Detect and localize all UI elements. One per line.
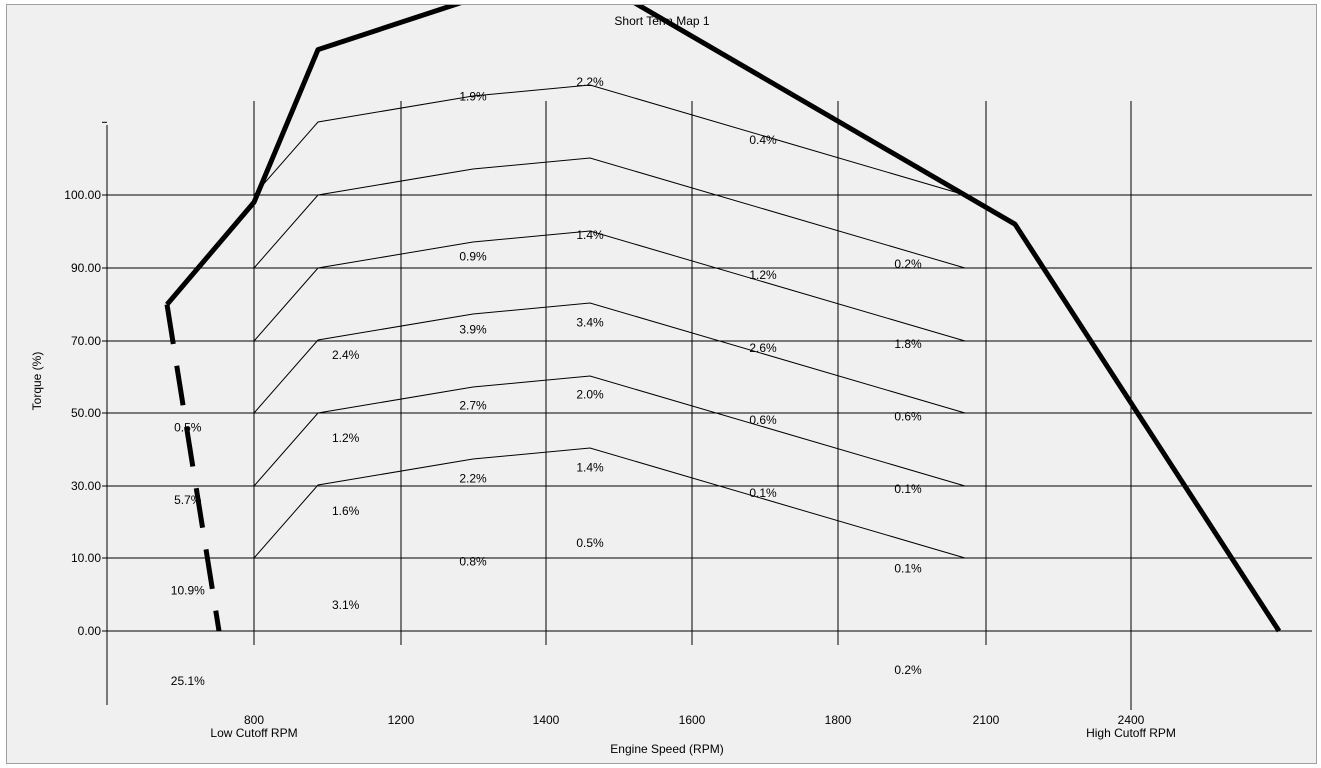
contour-lines xyxy=(253,84,966,559)
percentage-label: 2.4% xyxy=(332,348,360,362)
percentage-label: 0.1% xyxy=(894,562,922,576)
y-axis-label: Torque (%) xyxy=(30,352,44,411)
y-tick-label: 90.00 xyxy=(71,261,101,275)
x-tick-label: 1400 xyxy=(533,713,560,727)
contour-line xyxy=(253,302,966,414)
y-tick-label: 10.00 xyxy=(71,551,101,565)
x-tick-note: Low Cutoff RPM xyxy=(210,726,297,740)
percentage-label: 1.4% xyxy=(576,460,604,474)
percentage-label: 0.4% xyxy=(749,133,777,147)
percentage-label: 3.9% xyxy=(459,323,487,337)
percentage-label: 0.9% xyxy=(459,250,487,264)
percentage-label: 0.1% xyxy=(894,482,922,496)
axes: 0.00 10.00 30.00 50.00 70.00 90.00 100.00 800Lo… xyxy=(64,121,1312,740)
y-tick-label: 70.00 xyxy=(71,334,101,348)
y-tick-label: 30.00 xyxy=(71,479,101,493)
percentage-label: 1.9% xyxy=(459,89,487,103)
percentage-label: 0.2% xyxy=(894,663,922,677)
percentage-label: 1.8% xyxy=(894,337,922,351)
percentage-label: 0.6% xyxy=(749,413,777,427)
x-tick-label: 1800 xyxy=(825,713,852,727)
percentage-label: 1.2% xyxy=(749,268,777,282)
x-tick-label: 1200 xyxy=(388,713,415,727)
percentage-label: 0.1% xyxy=(749,486,777,500)
percentage-label: 2.6% xyxy=(749,341,777,355)
percentage-label: 3.1% xyxy=(332,598,360,612)
percentage-label: 25.1% xyxy=(171,674,205,688)
x-tick-note: High Cutoff RPM xyxy=(1086,726,1176,740)
contour-line xyxy=(253,230,966,342)
percentage-label: 0.6% xyxy=(894,409,922,423)
x-tick-label: 2400 xyxy=(1118,713,1145,727)
y-tick-label: 100.00 xyxy=(64,188,101,202)
percentage-label: 1.2% xyxy=(332,431,360,445)
percentage-label: 1.4% xyxy=(576,228,604,242)
percentage-label: 0.2% xyxy=(894,257,922,271)
percentage-label: 2.2% xyxy=(459,471,487,485)
contour-line xyxy=(253,447,966,559)
y-tick-label: 50.00 xyxy=(71,406,101,420)
percentage-label: 0.5% xyxy=(576,536,604,550)
x-tick-label: 800 xyxy=(244,713,264,727)
percentage-label: 1.6% xyxy=(332,504,360,518)
max-torque-curve xyxy=(165,5,1282,633)
y-tick-label: 0.00 xyxy=(78,624,102,638)
percentage-label: 3.4% xyxy=(576,315,604,329)
chart-frame: Short Term Map 1 0.00 10.00 30.00 50.00 70.0… xyxy=(6,4,1317,764)
x-axis-label: Engine Speed (RPM) xyxy=(610,742,723,756)
percentage-label: 10.9% xyxy=(171,584,205,598)
x-tick-label: 1600 xyxy=(679,713,706,727)
x-tick-label: 2100 xyxy=(973,713,1000,727)
percentage-labels: 1.9% 2.2% 0.4% 0.9% 1.4% 0.2% 1.2% 3.9% 3.4% 1.8%… xyxy=(171,75,922,688)
contour-line xyxy=(253,157,966,269)
torque-map-chart: Short Term Map 1 0.0010.0030.0050.0070.0… xyxy=(30,5,1312,756)
percentage-label: 0.8% xyxy=(459,554,487,568)
low-cutoff-line xyxy=(164,304,222,632)
percentage-label: 0.5% xyxy=(174,420,202,434)
percentage-label: 2.7% xyxy=(459,398,487,412)
torque-curves xyxy=(164,5,1282,633)
contour-line xyxy=(253,375,966,487)
percentage-label: 5.7% xyxy=(174,493,202,507)
percentage-label: 2.0% xyxy=(576,388,604,402)
contour-line xyxy=(253,84,966,196)
percentage-label: 2.2% xyxy=(576,75,604,89)
